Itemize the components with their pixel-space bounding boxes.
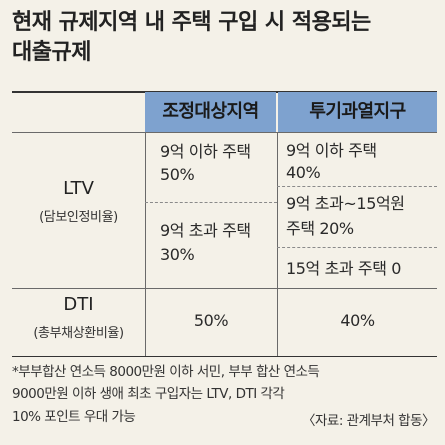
header-label-adjusted: 조정대상지역 xyxy=(162,101,259,122)
ltv-adjusted-cell2-line2: 30% xyxy=(160,245,195,264)
ltv-speculative-cell1-line2: 40% xyxy=(286,163,321,182)
ltv-speculative-divider-2 xyxy=(277,247,437,248)
ltv-speculative-cell2-line1: 9억 초과~15억원 xyxy=(286,194,405,213)
title-line-2: 대출규제 xyxy=(12,40,91,65)
dti-sublabel: (총부채상환비율) xyxy=(33,326,124,341)
ltv-sublabel: (담보인정비율) xyxy=(39,210,118,225)
ltv-label: LTV xyxy=(63,178,94,199)
dti-adjusted-value: 50% xyxy=(193,311,229,330)
ltv-adjusted-cell2-line1: 9억 초과 주택 xyxy=(160,221,251,240)
ltv-dti-divider xyxy=(12,288,437,289)
footnote-line-3: 10% 포인트 우대 가능 xyxy=(12,409,136,425)
page-title: 현재 규제지역 내 주택 구입 시 적용되는 대출규제 xyxy=(12,8,437,68)
ltv-speculative-divider-1 xyxy=(277,186,437,187)
ltv-adjusted-divider xyxy=(145,202,277,203)
ltv-adjusted-cell1-line2: 50% xyxy=(160,165,195,184)
header-bottom-rule xyxy=(12,132,437,133)
dti-speculative-value: 40% xyxy=(340,311,375,330)
dti-label: DTI xyxy=(63,294,94,315)
ltv-adjusted-cell1-line1: 9억 이하 주택 xyxy=(160,142,251,161)
header-label-speculative: 투기과열지구 xyxy=(309,101,406,122)
ltv-speculative-cell2-line2: 주택 20% xyxy=(286,219,354,238)
ltv-speculative-cell1-line1: 9억 이하 주택 xyxy=(286,141,377,160)
column-divider-1 xyxy=(145,132,146,356)
table-bottom-rule xyxy=(12,356,437,357)
title-line-1: 현재 규제지역 내 주택 구입 시 적용되는 xyxy=(12,10,371,35)
footnote-line-1: *부부합산 연소득 8000만원 이하 서민, 부부 합산 연소득 xyxy=(12,364,320,380)
header-cell-adjusted xyxy=(145,92,276,132)
footnote-line-2: 9000만원 이하 생애 최초 구입자는 LTV, DTI 각각 xyxy=(12,386,285,402)
source-credit: 〈자료: 관계부처 합동〉 xyxy=(302,413,436,429)
header-cell-speculative xyxy=(278,92,437,132)
column-divider-2 xyxy=(277,132,278,356)
ltv-speculative-cell3: 15억 초과 주택 0 xyxy=(286,259,401,278)
